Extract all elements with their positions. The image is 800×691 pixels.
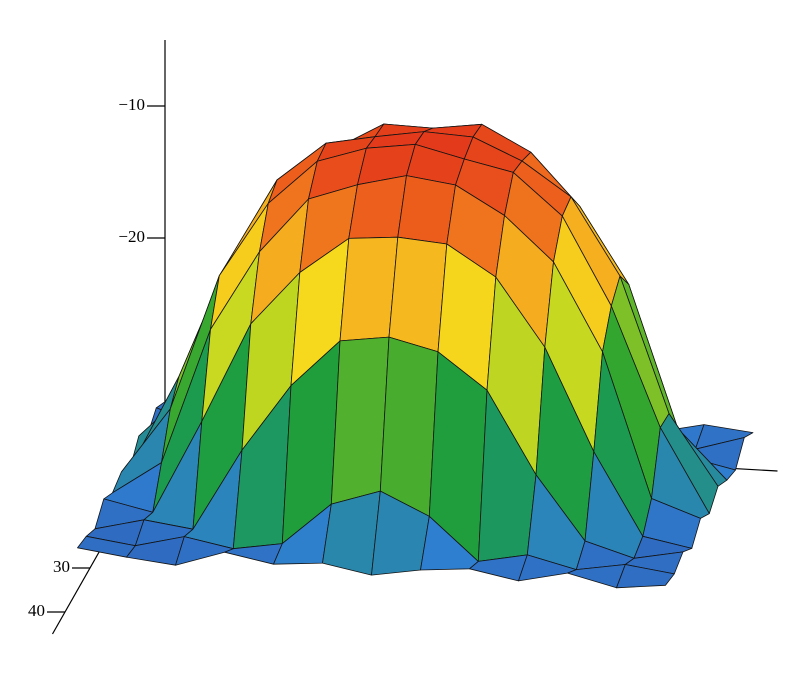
y-tick-label: 40 [28,601,45,620]
surface-facet [330,336,390,505]
surface-facet [379,336,439,517]
surface-facet [348,175,407,239]
z-tick-label: −10 [118,95,145,114]
y-tick-label: 30 [53,557,70,576]
surface-facet [616,564,675,589]
z-tick-label: −20 [118,227,145,246]
surface-facet [397,175,456,245]
surface-facet [339,236,399,342]
surface-facet [388,236,448,353]
